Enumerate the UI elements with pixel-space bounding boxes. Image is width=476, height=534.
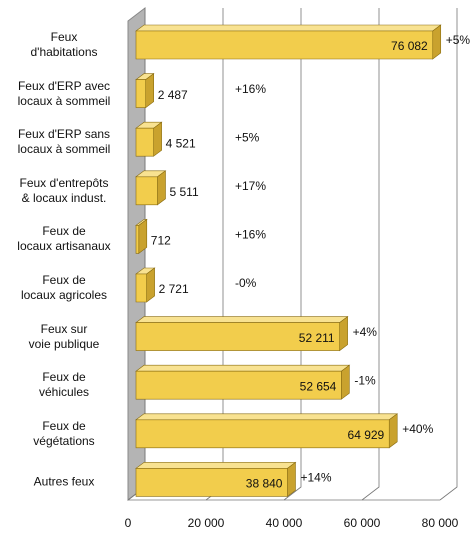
bar-face <box>145 72 154 109</box>
bar <box>135 170 167 206</box>
x-tick-label: 40 000 <box>266 516 303 530</box>
bar-face <box>341 364 350 400</box>
category-label: Feux de locaux agricoles <box>20 273 108 302</box>
category-label: Feux d'ERP avec locaux à sommeil <box>17 78 111 108</box>
x-tick-label: 60 000 <box>344 516 381 530</box>
value-label: 76 082 <box>391 39 428 53</box>
category-label: Feux d'entrepôts & locaux indust. <box>19 175 109 205</box>
category-label: Feux de véhicules <box>38 370 90 400</box>
bar <box>135 267 156 303</box>
bar <box>135 121 163 157</box>
bar-face <box>135 273 147 303</box>
category-label: Feux de locaux artisanaux <box>17 224 111 254</box>
bar <box>135 364 351 400</box>
bar-face <box>287 461 296 497</box>
bar <box>135 316 349 352</box>
value-label: 712 <box>151 234 171 248</box>
value-label: 2 487 <box>158 88 188 102</box>
bar-face <box>135 30 434 60</box>
bar <box>135 72 155 109</box>
bar-face <box>339 316 348 352</box>
change-label: +16% <box>235 82 266 96</box>
bar-face <box>135 176 158 206</box>
grid-line <box>283 8 302 501</box>
category-label: Feux sur voie publique <box>28 321 100 351</box>
category-label: Autres feux <box>33 474 95 489</box>
value-label: 5 511 <box>169 185 198 199</box>
bar-face <box>135 413 399 421</box>
bar-face <box>135 419 390 449</box>
x-tick-label: 20 000 <box>188 516 225 530</box>
value-label: 38 840 <box>246 477 283 491</box>
change-label: -0% <box>235 276 257 290</box>
bar-face <box>135 316 349 323</box>
bar <box>135 413 399 449</box>
category-label: Feux d'ERP sans locaux à sommeil <box>17 127 111 157</box>
change-label: +17% <box>235 179 266 193</box>
bar-face <box>157 170 166 206</box>
bar-face <box>135 225 140 254</box>
category-label: Feux d'habitations <box>30 30 98 59</box>
bar-face <box>135 322 340 351</box>
bar-face <box>138 218 148 254</box>
x-tick-label: 80 000 <box>422 516 459 530</box>
bar-face <box>135 364 351 372</box>
grid-line <box>361 8 380 501</box>
value-label: 64 929 <box>348 428 385 442</box>
bar-face <box>135 79 146 108</box>
bar <box>135 24 442 60</box>
value-label: 2 721 <box>159 282 189 296</box>
bar-face <box>135 370 342 400</box>
x-tick-label: 0 <box>125 516 132 530</box>
bar <box>135 218 148 254</box>
bar-face <box>432 24 442 60</box>
change-label: +40% <box>402 422 433 436</box>
bar-face <box>153 121 162 157</box>
bar-face <box>146 267 155 303</box>
bar-face <box>135 468 288 497</box>
bar-face <box>388 413 398 449</box>
value-label: 52 211 <box>299 331 335 345</box>
bar-face <box>135 24 442 32</box>
change-label: +4% <box>353 325 378 339</box>
change-label: +5% <box>235 130 260 144</box>
category-label: Feux de végétations <box>33 418 95 448</box>
bar-face <box>135 127 154 157</box>
value-label: 4 521 <box>166 136 196 150</box>
change-label: -1% <box>354 373 376 387</box>
bar <box>135 461 297 497</box>
value-label: 52 654 <box>300 379 337 393</box>
change-label: +5% <box>446 33 471 47</box>
grid-line <box>439 8 458 501</box>
change-label: +16% <box>235 228 266 242</box>
change-label: +14% <box>300 471 331 485</box>
bar-face <box>135 462 297 469</box>
